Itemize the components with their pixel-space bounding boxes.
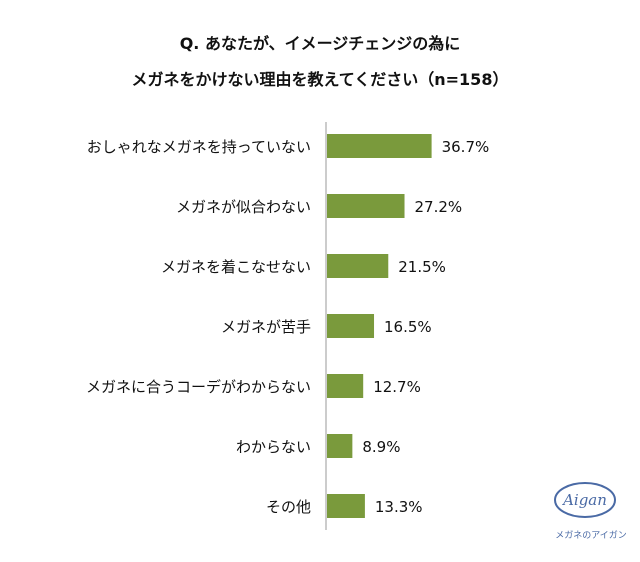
- data-label: 13.3%: [375, 498, 423, 516]
- category-label: その他: [266, 498, 311, 516]
- data-label: 8.9%: [362, 438, 400, 456]
- chart-title-line-2: メガネをかけない理由を教えてください（n=158）: [131, 70, 509, 89]
- bar: [327, 314, 375, 338]
- svg-text:Aigan: Aigan: [561, 491, 607, 509]
- bar: [327, 134, 432, 158]
- bar: [327, 434, 353, 458]
- bar: [327, 194, 405, 218]
- data-label: 21.5%: [398, 258, 446, 276]
- aigan-logo-mark: Aigan: [554, 482, 616, 518]
- category-label: メガネが苦手: [221, 318, 311, 336]
- category-label: おしゃれなメガネを持っていない: [87, 138, 311, 156]
- logo-caption: メガネのアイガン: [555, 531, 627, 541]
- data-label: 16.5%: [384, 318, 432, 336]
- category-label: わからない: [236, 438, 311, 456]
- category-label: メガネが似合わない: [176, 198, 311, 216]
- data-label: 36.7%: [442, 138, 490, 156]
- data-label: 12.7%: [373, 378, 421, 396]
- category-label: メガネに合うコーデがわからない: [86, 378, 311, 396]
- data-label: 27.2%: [415, 198, 463, 216]
- bar: [327, 494, 365, 518]
- category-label: メガネを着こなせない: [161, 258, 311, 276]
- bar: [327, 374, 364, 398]
- chart-title-line-1: Q. あなたが、イメージチェンジの為に: [179, 34, 461, 53]
- bar: [327, 254, 389, 278]
- aigan-logo: Aigan メガネのアイガン: [545, 478, 637, 548]
